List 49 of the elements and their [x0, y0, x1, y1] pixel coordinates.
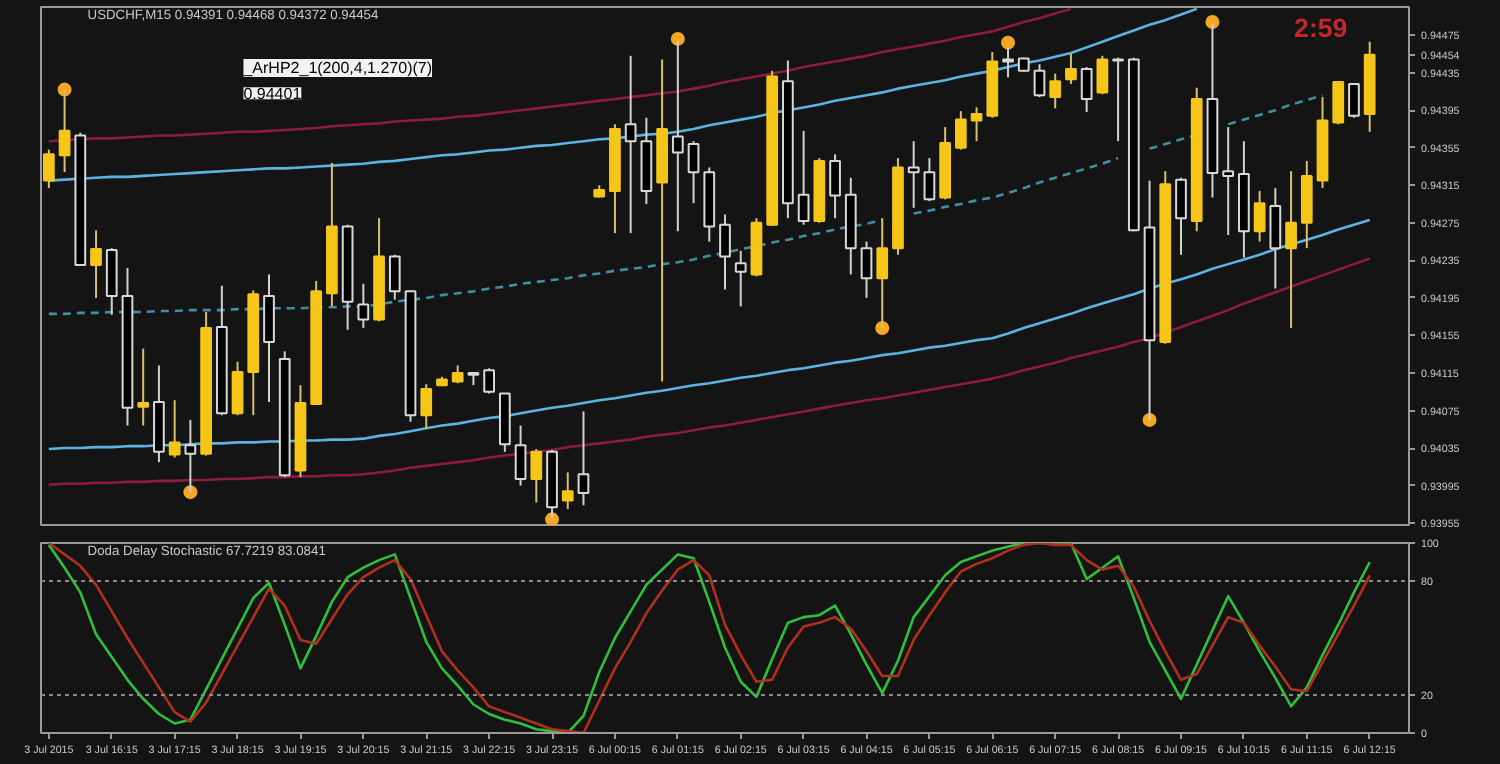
candlestick: [137, 347, 150, 427]
annotation: 0.94401: [243, 85, 303, 104]
candlestick: [1175, 176, 1187, 256]
point: [1205, 15, 1220, 29]
candlestick: [388, 253, 401, 301]
line-series: [47, 257, 1371, 486]
candlestick: [687, 140, 700, 205]
annotation: _ArHP2_1(200,4,1.270)(7): [241, 58, 433, 77]
point: [57, 82, 72, 97]
candlestick: [1332, 80, 1345, 126]
candlestick: [954, 110, 967, 151]
annotation: 2:59: [1294, 13, 1348, 44]
candlestick: [231, 360, 244, 417]
candlestick: [168, 399, 181, 459]
candlestick: [90, 229, 102, 299]
candlestick: [719, 213, 731, 291]
candlestick: [860, 240, 873, 299]
point: [1001, 35, 1016, 50]
candlestick: [42, 148, 55, 190]
candlestick: [577, 410, 590, 507]
candlestick: [561, 471, 574, 511]
line-series: [47, 543, 1371, 733]
candlestick: [1253, 189, 1266, 243]
candlestick: [1300, 159, 1313, 250]
point: [545, 512, 560, 525]
candlestick: [1080, 66, 1093, 114]
candlestick: [829, 153, 841, 220]
candlestick: [483, 367, 496, 395]
candlestick: [624, 54, 637, 235]
candlestick: [1285, 170, 1297, 329]
candlestick: [1222, 126, 1235, 237]
candlestick: [1348, 82, 1360, 119]
point: [670, 31, 685, 46]
candlestick: [357, 282, 370, 329]
candlestick: [514, 424, 527, 487]
candlestick: [907, 140, 920, 209]
candlestick: [1096, 54, 1109, 96]
candlestick: [734, 249, 747, 308]
candlestick: [797, 129, 810, 226]
candlestick: [970, 106, 983, 143]
candlestick: [420, 383, 433, 430]
candlestick: [263, 273, 275, 404]
candlestick: [530, 447, 543, 504]
candlestick: [1049, 72, 1062, 110]
candlestick: [923, 157, 936, 203]
candlestick: [1065, 52, 1077, 85]
candlestick: [1033, 63, 1046, 99]
candlestick: [105, 247, 118, 316]
candlestick: [1269, 187, 1282, 290]
